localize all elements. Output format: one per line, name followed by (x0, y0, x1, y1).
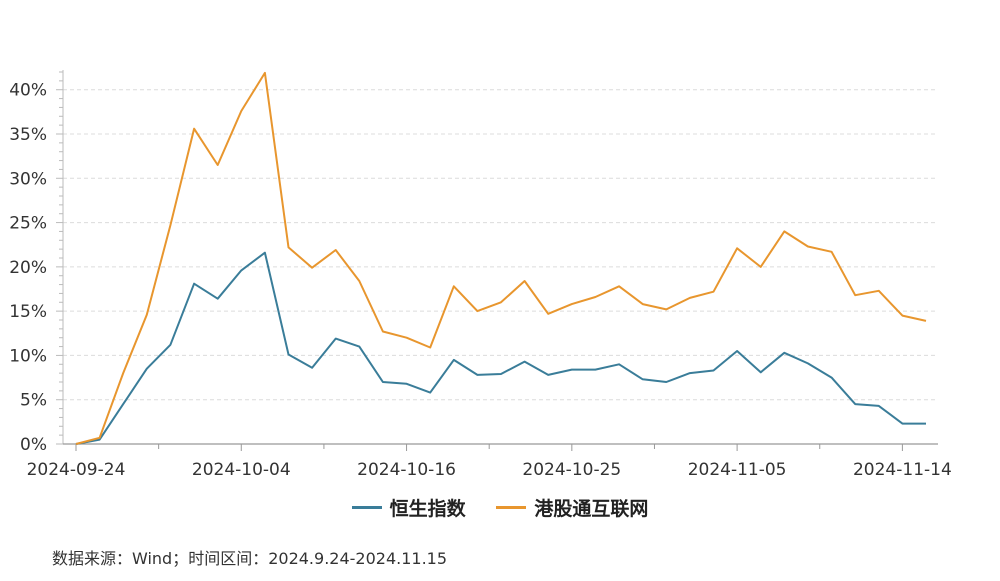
legend-swatch-internet (496, 506, 527, 509)
source-note: 数据来源：Wind；时间区间：2024.9.24-2024.11.15 (52, 549, 448, 568)
x-tick-label: 2024-11-05 (688, 460, 787, 480)
legend-item-internet: 港股通互联网 (496, 494, 648, 521)
series-line-internet (75, 71, 927, 445)
y-tick-label: 5% (20, 391, 47, 411)
legend-item-hsi: 恒生指数 (351, 494, 466, 521)
line-chart: 0%5%10%15%20%25%30%35%40% 2024-09-24 2024… (9, 70, 952, 480)
x-tick-label: 2024-10-04 (192, 460, 291, 480)
y-tick-label: 20% (9, 258, 47, 278)
y-axis: 0% 5% 10% 15% 20% 25% 30% 35% 40% (9, 70, 64, 455)
x-tick-label: 2024-11-14 (853, 460, 952, 480)
legend-label-internet: 港股通互联网 (534, 498, 649, 520)
y-tick-label: 15% (9, 302, 47, 322)
legend-label-hsi: 恒生指数 (389, 498, 466, 520)
y-tick-label: 40% (9, 81, 47, 101)
x-tick-label: 2024-09-24 (27, 460, 126, 480)
x-tick-label: 2024-10-16 (357, 460, 456, 480)
y-tick-label: 35% (9, 125, 47, 145)
series-lines (75, 71, 927, 445)
y-tick-label: 25% (9, 214, 47, 234)
x-tick-label: 2024-10-25 (522, 460, 621, 480)
series-line-hsi (75, 251, 926, 445)
legend-swatch-hsi (351, 506, 382, 509)
y-tick-label: 30% (9, 169, 47, 189)
y-tick-label: 10% (9, 346, 47, 366)
y-tick-label: 0% (20, 435, 47, 455)
x-axis: 2024-09-24 2024-10-04 2024-10-16 2024-10-25… (27, 443, 952, 480)
legend: 恒生指数 港股通互联网 (0, 492, 1000, 521)
